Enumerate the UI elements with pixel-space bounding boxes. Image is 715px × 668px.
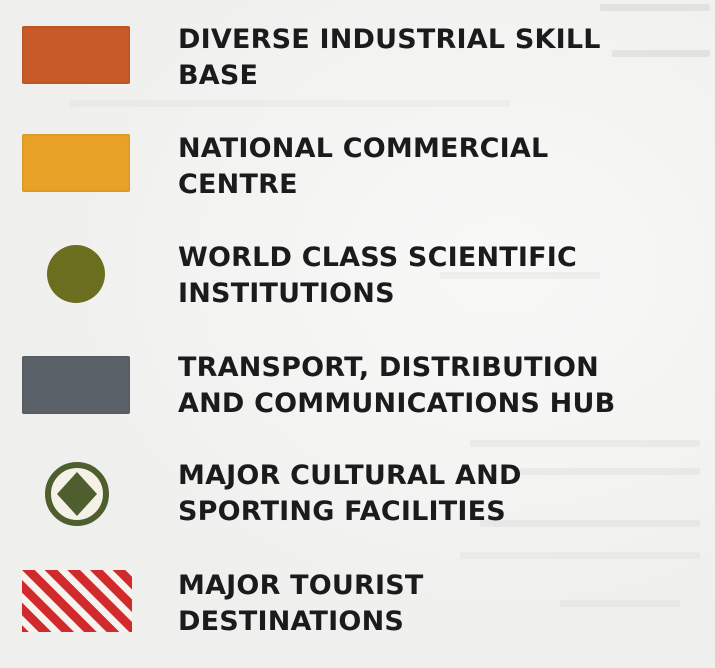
legend-label-line2: BASE	[178, 60, 259, 91]
legend-label-line1: MAJOR CULTURAL AND	[178, 460, 522, 491]
legend-label-line1: DIVERSE INDUSTRIAL SKILL	[178, 24, 601, 55]
legend-label-line2: INSTITUTIONS	[178, 278, 395, 309]
legend-label-line2: AND COMMUNICATIONS HUB	[178, 388, 616, 419]
cultural-diamond-ring-icon	[45, 462, 109, 526]
legend-item-commercial: NATIONAL COMMERCIAL CENTRE	[0, 108, 715, 208]
legend-label: NATIONAL COMMERCIAL CENTRE	[178, 131, 698, 203]
transport-swatch	[22, 356, 130, 414]
legend-item-transport: TRANSPORT, DISTRIBUTION AND COMMUNICATIO…	[0, 330, 715, 430]
legend-item-cultural: MAJOR CULTURAL AND SPORTING FACILITIES	[0, 440, 715, 540]
legend-label-line2: SPORTING FACILITIES	[178, 496, 506, 527]
legend-item-tourist: MAJOR TOURIST DESTINATIONS	[0, 550, 715, 650]
legend-label-line1: NATIONAL COMMERCIAL	[178, 133, 549, 164]
legend-label: MAJOR TOURIST DESTINATIONS	[178, 568, 698, 640]
legend-label: WORLD CLASS SCIENTIFIC INSTITUTIONS	[178, 240, 698, 312]
scientific-circle-icon	[47, 245, 105, 303]
legend-label-line1: WORLD CLASS SCIENTIFIC	[178, 242, 578, 273]
legend-label: DIVERSE INDUSTRIAL SKILL BASE	[178, 22, 698, 94]
industrial-swatch	[22, 26, 130, 84]
commercial-swatch	[22, 134, 130, 192]
legend-label: TRANSPORT, DISTRIBUTION AND COMMUNICATIO…	[178, 350, 698, 422]
legend-label-line1: MAJOR TOURIST	[178, 570, 424, 601]
legend-item-scientific: WORLD CLASS SCIENTIFIC INSTITUTIONS	[0, 220, 715, 320]
legend-item-industrial: DIVERSE INDUSTRIAL SKILL BASE	[0, 0, 715, 100]
legend-label-line2: CENTRE	[178, 169, 298, 200]
tourist-stripes-icon	[22, 570, 132, 632]
legend-label-line2: DESTINATIONS	[178, 606, 405, 637]
legend-label: MAJOR CULTURAL AND SPORTING FACILITIES	[178, 458, 698, 530]
legend-label-line1: TRANSPORT, DISTRIBUTION	[178, 352, 599, 383]
